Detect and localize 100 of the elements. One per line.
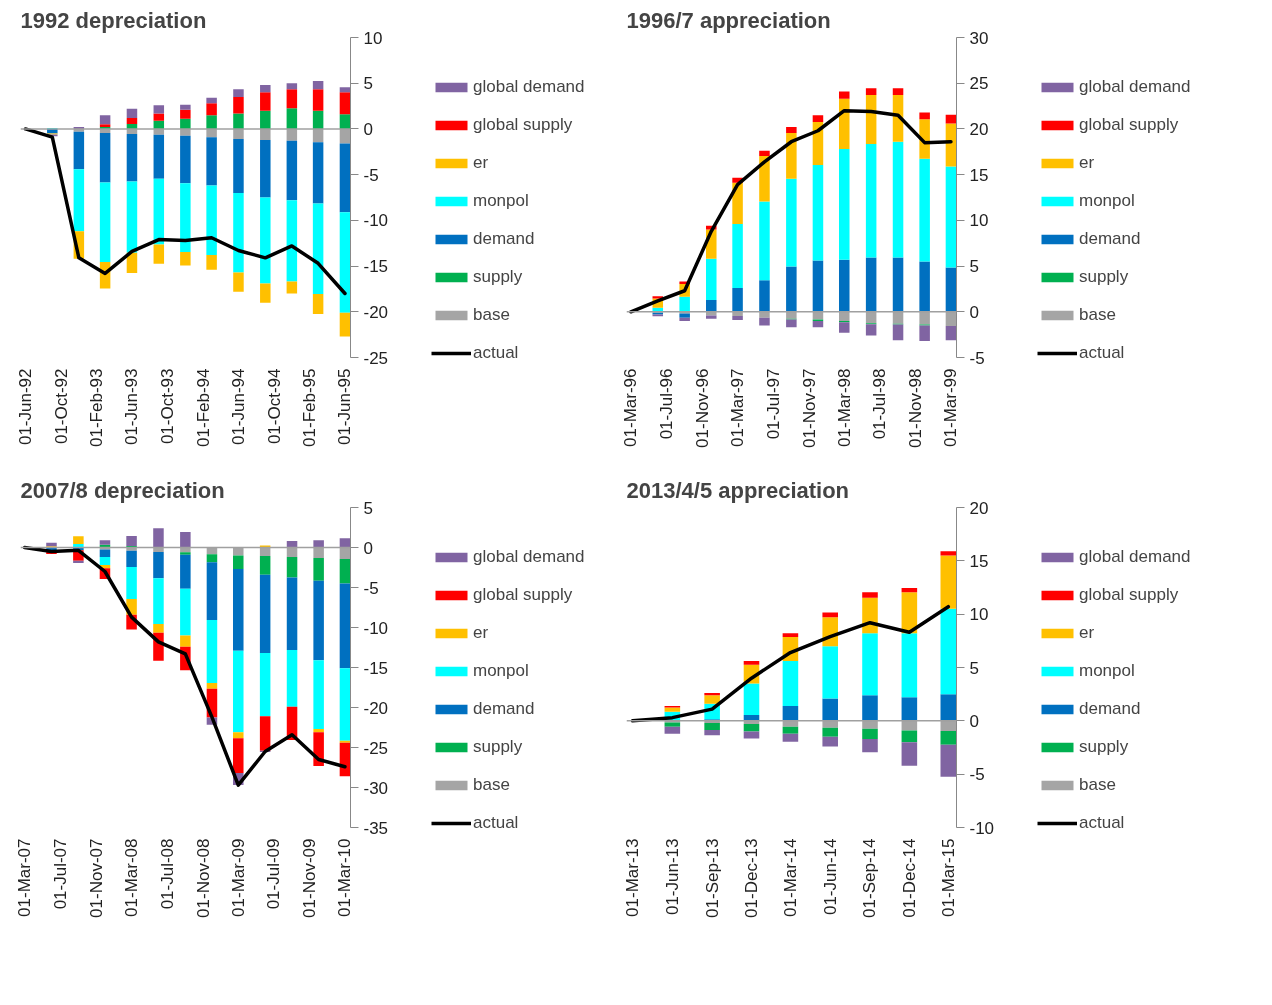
legend-label: base [1079, 775, 1116, 795]
y-tick-label: 0 [969, 711, 979, 731]
legend-label: base [473, 775, 510, 795]
chart-title: 2007/8 depreciation [20, 477, 225, 503]
legend-label: er [1079, 153, 1096, 173]
y-tick-label: 30 [969, 28, 989, 48]
legend-label: actual [473, 813, 519, 833]
legend-label: supply [1079, 737, 1129, 757]
legend-label: global demand [1079, 547, 1191, 567]
legend-label: actual [473, 343, 519, 363]
x-tick-label: 01-Mar-14 [780, 838, 800, 917]
x-tick-label: 01-Jun-94 [228, 368, 248, 446]
legend-label: demand [1079, 699, 1141, 719]
y-tick-label: -20 [363, 698, 389, 718]
legend-label: global demand [473, 77, 585, 97]
y-tick-label: -25 [363, 348, 389, 368]
legend-label: supply [1079, 267, 1129, 287]
x-tick-label: 01-Sep-14 [860, 838, 880, 918]
y-tick-label: -30 [363, 778, 389, 798]
y-tick-label: 0 [969, 302, 979, 322]
x-tick-label: 01-Mar-98 [834, 368, 854, 447]
y-tick-label: -10 [363, 618, 389, 638]
x-tick-label: 01-Dec-13 [741, 838, 761, 918]
legend-label: global supply [473, 115, 573, 135]
legend-label: base [473, 305, 510, 325]
x-tick-label: 01-Oct-92 [51, 368, 71, 445]
legend-label: global demand [473, 547, 585, 567]
legend-label: demand [1079, 229, 1141, 249]
y-tick-label: 0 [363, 538, 373, 558]
x-tick-label: 01-Jun-93 [122, 368, 142, 446]
y-tick-label: 20 [969, 498, 989, 518]
y-tick-label: 10 [363, 28, 383, 48]
legend-label: global demand [1079, 77, 1191, 97]
x-tick-label: 01-Mar-09 [228, 838, 248, 917]
x-tick-label: 01-Dec-14 [899, 838, 919, 918]
x-tick-label: 01-Feb-94 [193, 368, 213, 447]
chart-title: 2013/4/5 appreciation [626, 477, 850, 503]
y-tick-label: 5 [363, 498, 373, 518]
x-tick-label: 01-Mar-97 [728, 368, 748, 447]
legend-label: global supply [473, 585, 573, 605]
x-tick-label: 01-Jun-95 [335, 368, 355, 446]
x-tick-label: 01-Nov-98 [906, 368, 926, 448]
x-tick-label: 01-Sep-13 [702, 838, 722, 918]
legend-label: monpol [1079, 191, 1135, 211]
x-tick-label: 01-Nov-97 [799, 368, 819, 448]
x-tick-label: 01-Oct-93 [158, 368, 178, 445]
y-tick-label: -5 [363, 165, 379, 185]
x-tick-label: 01-Mar-07 [15, 838, 35, 917]
x-tick-label: 01-Jul-98 [870, 368, 890, 440]
y-tick-label: -10 [363, 211, 389, 231]
x-tick-label: 01-Jul-96 [657, 368, 677, 440]
y-tick-label: -15 [363, 257, 389, 277]
x-tick-label: 01-Jul-09 [264, 838, 284, 910]
y-tick-label: 5 [363, 74, 373, 94]
legend-label: supply [473, 267, 523, 287]
y-tick-label: 0 [363, 119, 373, 139]
legend-label: global supply [1079, 585, 1179, 605]
x-tick-label: 01-Jul-97 [763, 368, 783, 440]
y-tick-label: 20 [969, 119, 989, 139]
y-tick-label: 10 [969, 605, 989, 625]
y-tick-label: -10 [969, 818, 995, 838]
x-tick-label: 01-Nov-08 [193, 838, 213, 918]
legend-label: er [473, 153, 490, 173]
x-tick-label: 01-Mar-08 [122, 838, 142, 917]
legend-label: demand [473, 229, 535, 249]
x-tick-label: 01-Mar-13 [623, 838, 643, 917]
legend-label: er [1079, 623, 1096, 643]
x-tick-label: 01-Feb-95 [300, 368, 320, 447]
x-tick-label: 01-Nov-07 [86, 838, 106, 918]
x-tick-label: 01-Jul-08 [157, 838, 177, 910]
x-tick-label: 01-Feb-93 [87, 368, 107, 447]
chart-title: 1992 depreciation [20, 7, 207, 33]
y-tick-label: 5 [969, 658, 979, 678]
y-tick-label: -35 [363, 818, 389, 838]
y-tick-label: -5 [969, 765, 985, 785]
y-tick-label: -25 [363, 738, 389, 758]
legend-label: monpol [473, 191, 529, 211]
x-tick-label: 01-Jun-92 [15, 368, 35, 446]
y-tick-label: 25 [969, 74, 989, 94]
x-tick-label: 01-Jun-13 [662, 838, 682, 916]
legend-label: er [473, 623, 490, 643]
legend-label: base [1079, 305, 1116, 325]
y-tick-label: 15 [969, 165, 989, 185]
x-tick-label: 01-Nov-09 [300, 838, 320, 918]
y-tick-label: -15 [363, 658, 389, 678]
legend-label: supply [473, 737, 523, 757]
legend-label: actual [1079, 343, 1125, 363]
x-tick-label: 01-Oct-94 [264, 368, 284, 445]
x-tick-label: 01-Mar-99 [941, 368, 961, 447]
x-tick-label: 01-Jun-14 [820, 838, 840, 916]
legend-label: actual [1079, 813, 1125, 833]
x-tick-label: 01-Mar-10 [335, 838, 355, 917]
x-tick-label: 01-Mar-96 [621, 368, 641, 447]
y-tick-label: 15 [969, 551, 989, 571]
legend-label: monpol [473, 661, 529, 681]
legend-label: demand [473, 699, 535, 719]
x-tick-label: 01-Mar-15 [938, 838, 958, 917]
y-tick-label: -20 [363, 302, 389, 322]
y-tick-label: 5 [969, 257, 979, 277]
y-tick-label: -5 [363, 578, 379, 598]
